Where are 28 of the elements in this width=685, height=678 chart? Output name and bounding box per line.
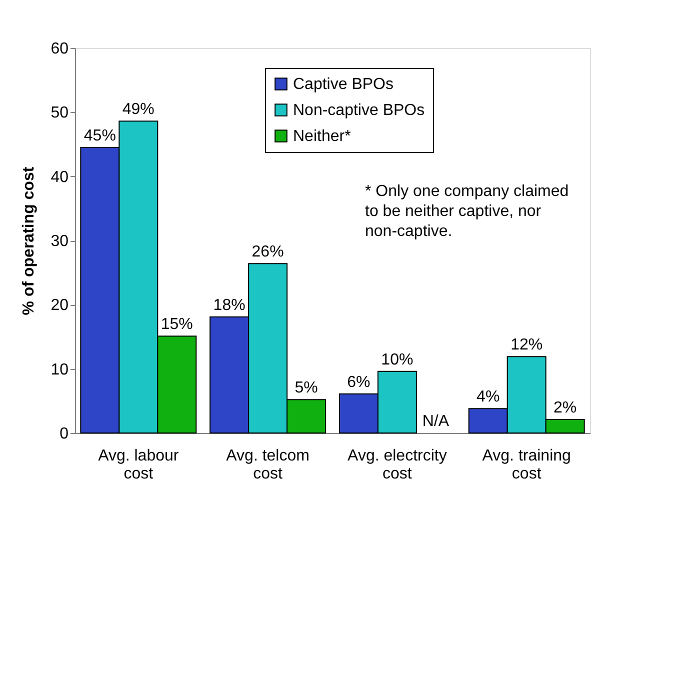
data-label: 4% xyxy=(476,388,500,406)
y-tick-label: 50 xyxy=(50,104,69,122)
x-tick-label: Avg. telcom cost xyxy=(226,448,310,482)
y-tick-label: 30 xyxy=(50,233,69,250)
data-label: 5% xyxy=(294,380,318,397)
y-tick-label: 40 xyxy=(50,168,69,186)
legend-label: Captive BPOs xyxy=(293,76,394,93)
data-label: 26% xyxy=(252,244,284,261)
x-tick-label: Avg. labour cost xyxy=(98,448,180,482)
annotation: * Only one company claimed to be neither captive, nor non-captive. xyxy=(365,183,569,240)
data-label: 10% xyxy=(381,351,414,368)
data-label: 12% xyxy=(510,336,543,354)
legend-label: Non-captive BPOs xyxy=(293,102,425,119)
data-label: 15% xyxy=(160,316,193,334)
y-axis-title: % of operating cost xyxy=(20,166,38,316)
text: N/A xyxy=(422,413,450,430)
data-label: 6% xyxy=(347,374,370,391)
x-tick-label: Avg. training cost xyxy=(482,448,571,482)
data-label: 18% xyxy=(213,296,246,314)
x-tick-label: Avg. electrcity cost xyxy=(348,448,447,482)
y-tick-label: 20 xyxy=(50,297,69,314)
y-tick-label: 60 xyxy=(50,40,69,58)
legend-label: Neither* xyxy=(293,128,351,145)
y-tick-label: 10 xyxy=(50,361,69,378)
data-label: 45% xyxy=(84,127,116,144)
data-label: 2% xyxy=(554,400,577,417)
y-tick-label: 0 xyxy=(60,426,69,442)
data-label: 49% xyxy=(122,101,154,118)
